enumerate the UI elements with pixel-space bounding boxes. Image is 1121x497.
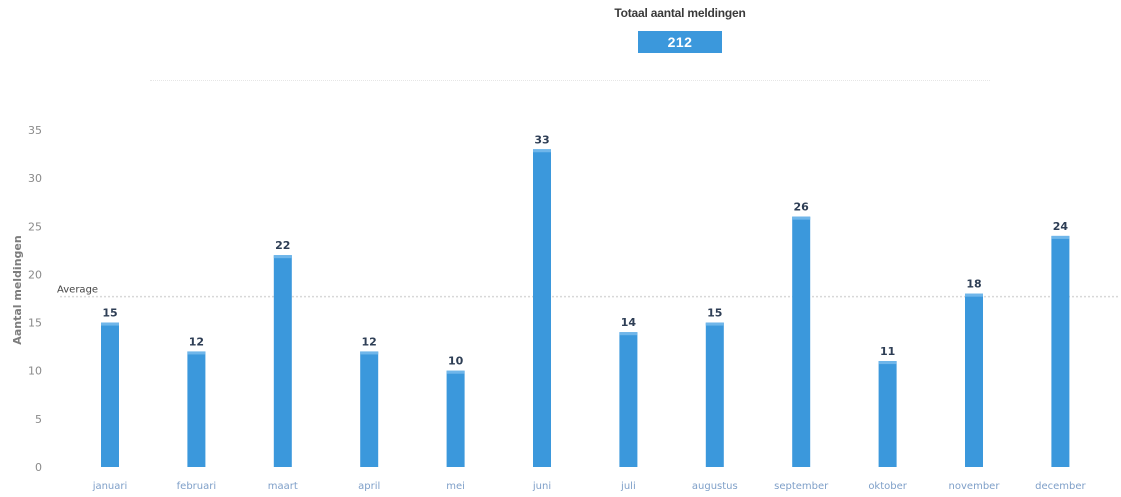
bar-januari: [101, 322, 119, 467]
bar-augustus: [705, 322, 724, 467]
data-label-augustus: 15: [707, 307, 722, 320]
y-tick-label: 35: [28, 124, 42, 137]
bar-september: [792, 216, 811, 467]
bars: [101, 149, 1070, 467]
bar-oktober: [878, 361, 897, 467]
bar-highlight: [101, 322, 119, 326]
x-tick-label-december: december: [1035, 481, 1086, 492]
x-tick-label-oktober: oktober: [868, 481, 907, 492]
x-axis: januari februari maart april mei juni juli augu…: [92, 481, 1087, 492]
bar-highlight: [533, 149, 551, 153]
x-tick-label-mei: mei: [446, 481, 465, 492]
bar-highlight: [705, 322, 724, 326]
bar-juni: [533, 149, 551, 467]
y-tick-label: 5: [35, 413, 42, 426]
bar-highlight: [446, 370, 465, 374]
x-tick-label-januari: januari: [92, 481, 128, 492]
bar-highlight: [360, 351, 379, 355]
data-label-december: 24: [1053, 220, 1069, 233]
average-reference-line: Average: [57, 285, 1118, 298]
x-tick-label-september: september: [774, 481, 829, 492]
bar-highlight: [273, 255, 292, 259]
y-axis-title: Aantal meldingen: [11, 235, 24, 344]
x-tick-label-november: november: [949, 481, 1001, 492]
x-tick-label-juni: juni: [532, 481, 551, 492]
average-label: Average: [57, 285, 98, 296]
data-label-mei: 10: [448, 355, 464, 368]
bar-highlight: [878, 361, 897, 365]
data-label-november: 18: [966, 278, 981, 291]
bar-mei: [446, 370, 465, 467]
y-tick-label: 30: [28, 172, 42, 185]
bar-november: [965, 293, 983, 467]
header-divider: [150, 80, 990, 81]
bar-april: [360, 351, 379, 467]
y-axis: 0 5 10 15 20 25 30 35: [28, 124, 42, 474]
bar-highlight: [187, 351, 206, 355]
bar-highlight: [1051, 235, 1070, 239]
y-tick-label: 10: [28, 365, 42, 378]
x-tick-label-juli: juli: [620, 481, 636, 492]
bar-highlight: [792, 216, 811, 220]
data-label-maart: 22: [275, 239, 290, 252]
y-tick-label: 25: [28, 220, 42, 233]
data-label-april: 12: [362, 335, 377, 348]
x-tick-label-april: april: [358, 481, 380, 492]
bar-februari: [187, 351, 206, 467]
data-labels: 15 12 22 12 10 33 14 15 26 11 18 24: [102, 133, 1068, 367]
data-label-januari: 15: [102, 307, 117, 320]
y-tick-label: 20: [28, 268, 42, 281]
bar-juli: [619, 332, 638, 467]
x-tick-label-augustus: augustus: [692, 481, 738, 492]
bar-highlight: [619, 332, 638, 336]
data-label-juni: 33: [534, 133, 549, 146]
bar-highlight: [965, 293, 983, 297]
x-tick-label-maart: maart: [268, 481, 298, 492]
bar-december: [1051, 235, 1070, 467]
data-label-februari: 12: [189, 335, 204, 348]
y-tick-label: 15: [28, 317, 42, 330]
data-label-oktober: 11: [880, 345, 895, 358]
bar-maart: [273, 255, 292, 467]
total-title: Totaal aantal meldingen: [614, 6, 746, 20]
total-value-badge: 212: [638, 31, 722, 53]
data-label-september: 26: [794, 201, 810, 214]
y-tick-label: 0: [35, 461, 42, 474]
x-tick-label-februari: februari: [177, 481, 217, 492]
data-label-juli: 14: [621, 316, 637, 329]
chart-header: Totaal aantal meldingen 212: [0, 0, 1121, 81]
